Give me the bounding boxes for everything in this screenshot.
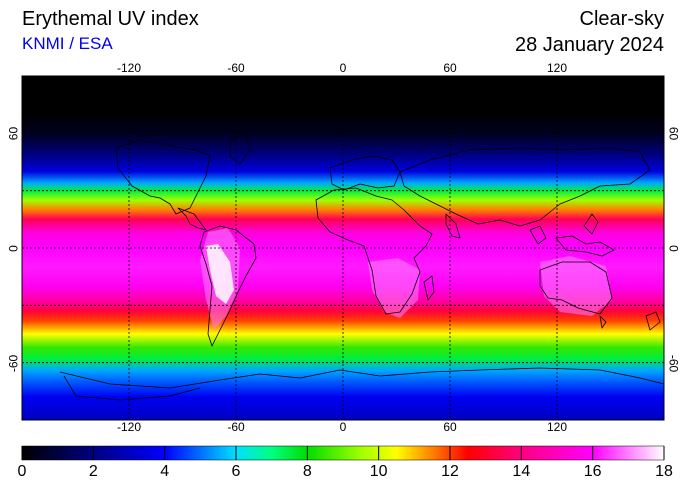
lon-label-bottom: 60 bbox=[443, 420, 457, 434]
lat-label-left: -60 bbox=[6, 354, 21, 372]
lat-label-left: 60 bbox=[6, 127, 21, 141]
lat-label-left: 0 bbox=[6, 245, 21, 252]
lat-label-right: -60 bbox=[666, 354, 681, 372]
colorbar-tick-label: 2 bbox=[88, 463, 98, 480]
lon-label-bottom: -120 bbox=[116, 420, 142, 434]
credit-label: KNMI / ESA bbox=[22, 34, 113, 53]
lon-label-top: -120 bbox=[116, 61, 142, 75]
colorbar-tick-label: 6 bbox=[231, 463, 241, 480]
colorbar-tick-label: 16 bbox=[583, 463, 602, 480]
lon-label-top: 120 bbox=[546, 61, 568, 75]
lon-label-bottom: -60 bbox=[227, 420, 245, 434]
colorbar-tick-label: 8 bbox=[302, 463, 312, 480]
colorbar-tick-label: 0 bbox=[17, 463, 27, 480]
lat-label-right: 60 bbox=[666, 127, 681, 141]
lon-label-bottom: 120 bbox=[546, 420, 568, 434]
colorbar-tick-label: 10 bbox=[369, 463, 388, 480]
lon-label-top: -60 bbox=[227, 61, 245, 75]
colorbar-tick-marks bbox=[21, 446, 665, 460]
lon-label-bottom: 0 bbox=[339, 420, 347, 434]
map-frame bbox=[21, 75, 665, 421]
sky-type-label: Clear-sky bbox=[579, 8, 664, 30]
uv-colorbar bbox=[21, 445, 665, 461]
lat-label-right: 0 bbox=[666, 245, 681, 252]
coastlines bbox=[59, 133, 664, 401]
lon-label-top: 60 bbox=[443, 61, 457, 75]
colorbar-tick-label: 4 bbox=[160, 463, 170, 480]
colorbar-tick-label: 18 bbox=[655, 463, 673, 480]
colorbar-tick-label: 12 bbox=[441, 463, 459, 480]
map-title: Erythemal UV index bbox=[22, 8, 199, 30]
lon-label-top: 0 bbox=[339, 61, 347, 75]
andes-high-uv bbox=[206, 244, 234, 304]
colorbar-tick-label: 14 bbox=[512, 463, 531, 480]
date-label: 28 January 2024 bbox=[514, 34, 664, 56]
graticule bbox=[22, 76, 664, 420]
